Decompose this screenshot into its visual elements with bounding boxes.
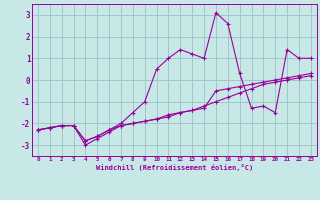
X-axis label: Windchill (Refroidissement éolien,°C): Windchill (Refroidissement éolien,°C) [96,164,253,171]
